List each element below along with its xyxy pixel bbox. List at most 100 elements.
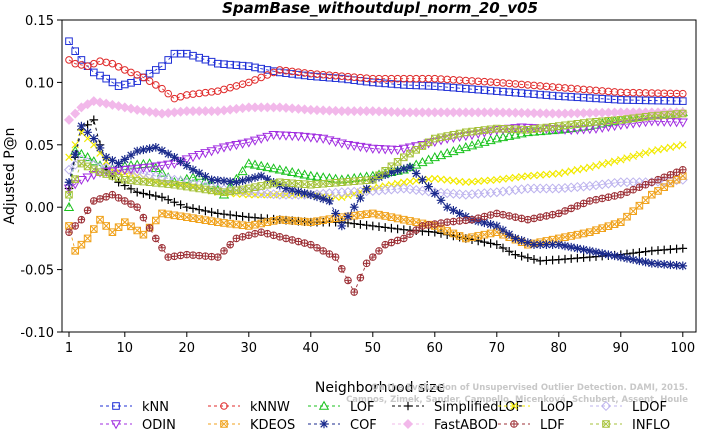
data-point <box>293 103 304 114</box>
data-point <box>163 149 173 159</box>
data-point <box>660 144 668 153</box>
data-point <box>381 212 389 220</box>
data-point <box>307 240 315 249</box>
data-point <box>480 237 489 247</box>
data-point <box>617 156 625 164</box>
data-point <box>480 230 489 239</box>
data-point <box>604 159 613 167</box>
data-point <box>442 202 452 212</box>
data-point <box>263 218 272 226</box>
data-point <box>629 114 637 123</box>
data-point <box>609 121 620 132</box>
data-point <box>406 177 414 186</box>
data-point <box>474 177 482 185</box>
data-point <box>635 248 644 257</box>
data-point <box>330 105 341 116</box>
data-point <box>114 63 123 71</box>
data-point <box>207 57 216 66</box>
data-point <box>505 212 514 220</box>
data-point <box>666 260 675 270</box>
data-point <box>183 213 191 221</box>
data-point <box>579 119 588 127</box>
data-point <box>70 149 80 159</box>
data-point <box>243 158 254 168</box>
data-point <box>498 225 508 235</box>
data-point <box>232 186 241 195</box>
data-point <box>207 207 216 217</box>
x-tick-label: 20 <box>179 341 196 356</box>
data-point <box>511 173 520 182</box>
data-point <box>493 209 501 218</box>
data-point <box>400 234 408 243</box>
data-point <box>244 174 254 184</box>
data-point <box>305 170 316 180</box>
data-point <box>498 243 508 253</box>
data-point <box>220 247 228 255</box>
data-point <box>653 259 663 269</box>
data-point <box>319 216 327 224</box>
data-point <box>108 59 117 68</box>
data-point <box>603 117 614 127</box>
data-point <box>226 187 234 196</box>
data-point <box>524 126 532 134</box>
data-point <box>517 214 526 223</box>
data-point <box>454 143 465 154</box>
legend-marker <box>402 418 414 430</box>
data-point <box>232 211 241 220</box>
data-point <box>144 106 155 117</box>
data-point <box>462 216 470 225</box>
data-point <box>621 120 633 130</box>
data-point <box>672 175 681 184</box>
data-point <box>548 240 557 249</box>
data-point <box>517 173 526 181</box>
data-point <box>280 102 292 113</box>
data-point <box>393 179 402 188</box>
x-axis-label: Neighborhood size <box>315 380 445 396</box>
data-point <box>474 127 482 135</box>
data-point <box>542 240 551 249</box>
data-point <box>318 134 329 144</box>
data-point <box>598 160 606 168</box>
data-point <box>504 246 514 256</box>
data-point <box>641 181 650 189</box>
data-point <box>604 250 613 259</box>
data-point <box>338 265 346 273</box>
data-point <box>480 212 489 221</box>
data-point <box>102 222 110 230</box>
data-point <box>280 165 292 175</box>
data-point <box>369 175 377 184</box>
data-point <box>158 84 166 93</box>
data-point <box>592 195 600 204</box>
data-point <box>195 53 203 62</box>
data-point <box>71 47 80 56</box>
data-point <box>555 122 563 130</box>
legend-item-loop: LoOP <box>498 400 573 415</box>
data-point <box>367 106 378 117</box>
data-point <box>299 169 310 179</box>
legend-marker <box>220 402 228 410</box>
data-point <box>207 217 216 225</box>
data-point <box>238 233 247 241</box>
data-point <box>83 62 92 70</box>
data-point <box>492 221 502 231</box>
data-point <box>437 175 445 183</box>
data-point <box>561 168 569 176</box>
data-point <box>362 259 371 268</box>
legend-label: INFLO <box>632 418 670 433</box>
data-point <box>431 134 439 143</box>
data-point <box>218 143 230 153</box>
data-point <box>144 163 155 173</box>
data-point <box>362 220 371 230</box>
data-point <box>152 216 160 225</box>
data-point <box>380 145 391 155</box>
legend-item-ldof: LDOF <box>590 400 667 415</box>
data-point <box>280 131 292 141</box>
data-point <box>678 244 688 253</box>
legend-label: LOF <box>350 400 375 415</box>
data-point <box>561 121 569 130</box>
data-point <box>256 188 267 199</box>
data-point <box>288 236 297 244</box>
data-point <box>374 222 384 231</box>
data-point <box>350 211 358 220</box>
data-point <box>361 143 372 153</box>
